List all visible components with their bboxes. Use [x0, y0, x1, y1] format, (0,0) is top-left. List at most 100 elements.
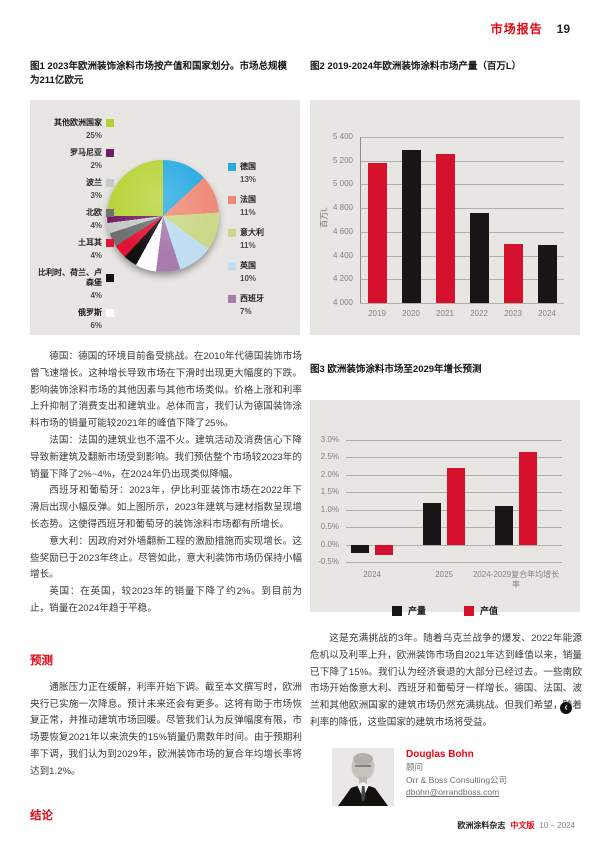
page-footer: 欧洲涂料杂志 中文版 10 – 2024: [457, 820, 575, 831]
legend-color-chip: [106, 309, 114, 317]
y-tick-label: 5 400: [332, 132, 353, 141]
legend-color-chip: [391, 605, 402, 616]
figure1-title: 图1 2023年欧洲装饰涂料市场按产值和国家划分。市场总规模为211亿欧元: [30, 61, 288, 86]
legend-label: 德国: [240, 162, 256, 171]
section-label: 市场报告: [490, 22, 543, 36]
y-tick-label: 0.0%: [320, 539, 339, 549]
figure1-pie-chart-panel: 其他欧洲国家 25% 罗马尼亚 2% 波兰 3% 北欧 4% 土耳其 4% 比利时、荷兰、卢森堡 4%…: [30, 100, 300, 335]
gridline: [360, 279, 564, 281]
bar-2024-2029复合年均增长率-产量: [495, 506, 513, 545]
bar-2024-产量: [351, 544, 369, 554]
bar-2020: [401, 150, 421, 303]
x-tick-label: 2024-2029复合年均增长率: [472, 570, 560, 589]
y-tick-label: 2.5%: [320, 452, 339, 462]
chart-legend-item: 产值: [464, 604, 498, 617]
legend-color-chip: [228, 295, 236, 303]
forecast-heading: 预测: [30, 654, 53, 667]
legend-color-chip: [106, 179, 114, 187]
author-name: Douglas Bohn: [406, 749, 474, 760]
bar-2025-产量: [423, 502, 441, 545]
gridline: [360, 231, 564, 233]
footer-issue: 10 – 2024: [539, 821, 575, 830]
legend-label: 土耳其: [78, 238, 102, 247]
pie-chart: [107, 160, 219, 272]
gridline: [360, 208, 564, 210]
pie-legend-item: 意大利 11%: [228, 228, 290, 251]
legend-color-chip: [106, 149, 114, 157]
paragraph-france: 法国：法国的建筑业也不温不火。建筑活动及消费信心下降导致新建筑及翻新市场受到影响…: [30, 434, 302, 480]
author-email-link[interactable]: dbohn@orrandboss.com: [406, 787, 500, 797]
bar-2024: [537, 244, 557, 303]
gridline: [346, 457, 562, 459]
gridline: [360, 184, 564, 186]
y-tick-label: 2.0%: [320, 469, 339, 479]
legend-label: 其他欧洲国家: [54, 118, 102, 127]
legend-color-chip: [228, 229, 236, 237]
bar-2022: [469, 212, 489, 303]
legend-percent: 4%: [90, 251, 102, 260]
legend-label: 意大利: [240, 228, 264, 237]
gridline: [360, 137, 564, 138]
author-card: Douglas Bohn 顾问 Orr & Boss Consulting公司 …: [332, 748, 507, 806]
legend-label: 罗马尼亚: [70, 148, 102, 157]
x-tick-label: 2024: [363, 570, 381, 579]
legend-label: 西班牙: [240, 294, 264, 303]
paragraph-spain-portugal: 西班牙和葡萄牙：2023年，伊比利亚装饰市场在2022年下滑后出现小幅反弹。如上…: [30, 485, 302, 530]
pie-legend-item: 法国 11%: [228, 195, 290, 218]
x-tick-label: 2021: [436, 309, 454, 318]
legend-percent: 2%: [90, 161, 102, 170]
gridline: [346, 440, 562, 441]
y-tick-label: 1.5%: [320, 487, 339, 497]
pie-legend-item: 西班牙 7%: [228, 294, 290, 317]
conclusion-heading: 结论: [30, 809, 53, 822]
y-tick-label: -0.5%: [318, 557, 339, 566]
paragraph-summary: 这是充满挑战的3年。随着乌克兰战争的爆发、2022年能源危机以及利率上升，欧洲装…: [310, 633, 582, 728]
y-tick-label: 4 400: [332, 250, 353, 260]
legend-color-chip: [106, 274, 114, 282]
author-photo: [332, 748, 394, 806]
pie-legend-item: 俄罗斯 6%: [38, 308, 114, 331]
legend-color-chip: [228, 163, 236, 171]
legend-percent: 13%: [240, 175, 257, 184]
chart-legend-item: 产量: [391, 604, 426, 617]
y-tick-label: 4 200: [332, 274, 353, 284]
legend-color-chip: [228, 262, 236, 270]
page-number: 19: [556, 22, 570, 36]
legend-percent: 7%: [240, 307, 252, 316]
legend-color-chip: [228, 196, 236, 204]
author-company: Orr & Boss Consulting公司: [406, 774, 508, 785]
x-tick-label: 2019: [368, 309, 386, 318]
legend-label: 波兰: [86, 178, 102, 187]
legend-percent: 11%: [240, 241, 256, 250]
y-axis-label: 百万L: [319, 207, 329, 228]
paragraph-italy: 意大利：因政府对外墙翻新工程的激励措施而实现增长。这些奖励已于2023年终止。尽…: [30, 535, 302, 581]
pie-legend-item: 罗马尼亚 2%: [38, 148, 114, 171]
legend-label: 产量: [407, 606, 426, 616]
bar-2019: [367, 163, 387, 303]
gridline: [360, 255, 564, 257]
legend-label: 英国: [240, 261, 256, 270]
x-tick-label: 2023: [504, 309, 522, 318]
paragraph-germany: 德国：德国的环境目前备受挑战。在2010年代德国装饰市场曾飞速增长。这种增长导致…: [30, 351, 302, 430]
paragraph-forecast: 通胀压力正在缓解，利率开始下调。截至本文撰写时，欧洲央行已实施一次降息。预计未来…: [30, 681, 302, 777]
pie-legend-left: 其他欧洲国家 25% 罗马尼亚 2% 波兰 3% 北欧 4% 土耳其 4% 比利时、荷兰、卢森堡 4%…: [38, 118, 114, 338]
legend-color-chip: [106, 209, 114, 217]
x-tick-label: 2024: [538, 309, 556, 318]
x-tick-label: 2020: [402, 309, 420, 318]
gridline: [360, 160, 564, 162]
pie-legend-item: 英国 10%: [228, 261, 290, 284]
gridline: [346, 544, 562, 546]
bar-2024-产值: [375, 544, 393, 556]
legend-percent: 10%: [240, 274, 257, 283]
figure3-grouped-bar-chart-panel: 3.0% 2.5% 2.0% 1.5% 1.0% 0.5% 0.0% -0.5% 2024 202…: [310, 400, 580, 616]
y-axis-line: [360, 137, 361, 303]
paragraph-uk: 英国：在英国，较2023年的销量下降了约2%。到目前为止，销量在2024年趋于平…: [30, 586, 302, 614]
pie-legend-item: 北欧 4%: [38, 208, 114, 231]
article-right-column: 这是充满挑战的3年。随着乌克兰战争的爆发、2022年能源危机以及利率上升，欧洲装…: [310, 631, 582, 732]
chart-legend: 产量 产值: [310, 604, 580, 617]
y-tick-label: 3.0%: [320, 435, 339, 444]
gridline: [346, 562, 562, 563]
legend-percent: 3%: [90, 191, 102, 200]
legend-label: 北欧: [86, 208, 102, 217]
legend-label: 法国: [240, 195, 256, 204]
